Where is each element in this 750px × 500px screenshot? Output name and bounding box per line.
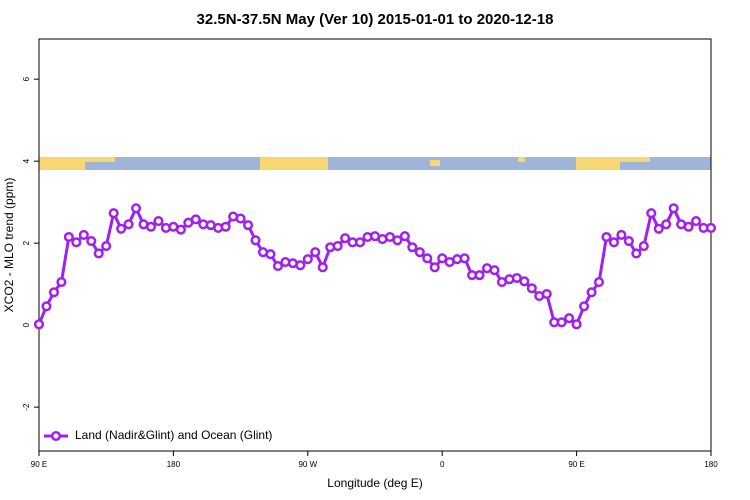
data-point xyxy=(661,219,672,230)
data-point xyxy=(41,301,52,312)
data-point xyxy=(131,203,142,214)
data-point xyxy=(78,229,89,241)
data-point xyxy=(399,231,410,242)
data-point xyxy=(646,208,657,219)
data-point xyxy=(638,240,649,252)
data-point xyxy=(586,287,597,298)
data-point xyxy=(153,215,164,227)
data-point xyxy=(108,208,119,219)
data-point xyxy=(459,253,470,264)
data-point xyxy=(489,265,500,276)
data-point xyxy=(332,240,343,252)
data-point xyxy=(123,219,134,230)
y-tick-label: 6 xyxy=(22,76,31,81)
data-point xyxy=(265,249,276,260)
land-strip xyxy=(576,157,620,170)
land-strip xyxy=(85,157,115,162)
data-point xyxy=(93,248,104,259)
data-point xyxy=(541,288,552,300)
data-point xyxy=(407,242,418,253)
data-point xyxy=(310,247,321,258)
data-point xyxy=(145,221,157,232)
legend-marker xyxy=(50,430,62,442)
data-point xyxy=(56,277,67,288)
y-tick-label: 2 xyxy=(22,240,31,245)
data-point xyxy=(235,213,246,224)
x-tick-label: 180 xyxy=(704,460,718,469)
land-strip xyxy=(260,157,328,170)
data-point xyxy=(243,220,254,231)
y-tick-label: -2 xyxy=(22,403,31,411)
data-point xyxy=(683,221,694,232)
data-point xyxy=(175,224,186,235)
data-point xyxy=(601,231,612,243)
y-tick-label: 4 xyxy=(22,158,31,163)
data-point xyxy=(317,262,328,273)
data-point xyxy=(526,283,537,294)
data-point xyxy=(355,237,366,248)
x-tick-label: 0 xyxy=(440,460,445,469)
data-point xyxy=(414,247,425,258)
data-point xyxy=(71,237,82,248)
data-point xyxy=(556,317,567,328)
data-point xyxy=(429,262,440,273)
x-tick-label: 180 xyxy=(167,460,181,469)
data-point xyxy=(272,261,283,272)
plot-frame xyxy=(38,38,712,452)
data-point xyxy=(668,203,679,214)
data-point xyxy=(653,223,664,234)
data-point xyxy=(519,276,530,287)
data-point xyxy=(302,254,313,265)
data-point xyxy=(48,287,59,298)
data-point xyxy=(422,253,433,264)
data-point xyxy=(392,235,403,246)
data-point xyxy=(116,223,127,234)
x-axis-label: Longitude (deg E) xyxy=(327,476,422,490)
data-point xyxy=(250,235,261,246)
ocean-strip xyxy=(39,157,711,170)
data-point xyxy=(593,277,605,288)
data-point xyxy=(295,260,306,271)
data-point xyxy=(705,222,717,234)
data-point xyxy=(691,215,702,227)
data-point xyxy=(631,248,642,259)
x-tick-label: 90 E xyxy=(568,460,584,469)
data-point xyxy=(190,214,201,225)
y-axis-label: XCO2 - MLO trend (ppm) xyxy=(2,178,16,313)
data-point xyxy=(437,253,448,264)
land-strip xyxy=(620,157,650,162)
land-strip xyxy=(518,157,525,162)
data-point xyxy=(616,229,627,241)
data-point xyxy=(101,240,112,252)
land-strip xyxy=(430,160,440,166)
land-strip xyxy=(39,157,85,170)
y-tick-label: 0 xyxy=(22,322,31,327)
x-tick-label: 90 E xyxy=(31,460,47,469)
data-point xyxy=(220,221,231,232)
legend-label: Land (Nadir&Glint) and Ocean (Glint) xyxy=(75,428,272,442)
land-ocean-strip xyxy=(39,157,711,170)
data-point xyxy=(340,233,351,244)
x-tick-label: 90 W xyxy=(298,460,317,469)
chart-title: 32.5N-37.5N May (Ver 10) 2015-01-01 to 2… xyxy=(197,11,554,28)
data-point xyxy=(86,236,97,247)
data-point xyxy=(63,231,74,243)
data-point xyxy=(623,236,634,247)
data-point xyxy=(571,319,582,330)
data-point xyxy=(579,301,590,312)
data-point xyxy=(33,319,45,330)
data-point xyxy=(564,313,575,324)
data-point xyxy=(608,237,619,248)
data-point xyxy=(474,270,485,281)
